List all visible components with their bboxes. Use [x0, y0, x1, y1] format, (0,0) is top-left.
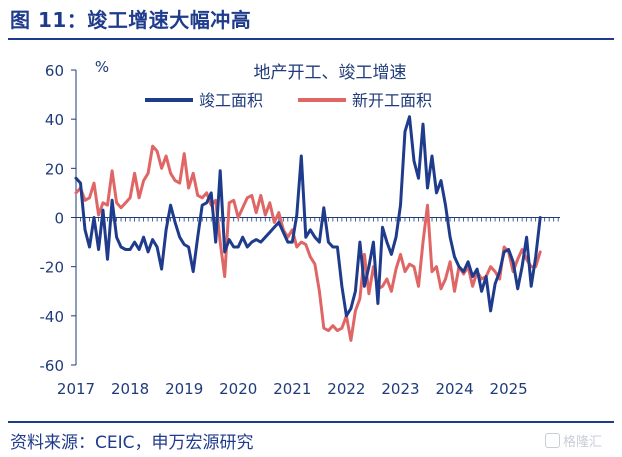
x-tick-label: 2021 — [273, 380, 311, 398]
legend-label-1: 新开工面积 — [352, 91, 432, 110]
x-tick-label: 2024 — [435, 380, 473, 398]
watermark-logo-icon — [545, 433, 560, 448]
y-tick-label: -40 — [40, 308, 65, 326]
y-tick-label: 40 — [45, 111, 64, 129]
series-line-0 — [74, 115, 542, 318]
x-tick-label: 2019 — [165, 380, 203, 398]
source-note: 资料来源：CEIC，申万宏源研究 — [10, 433, 254, 453]
y-tick-label: 60 — [45, 62, 64, 80]
series-layer — [74, 115, 542, 342]
y-axis-unit: % — [95, 58, 109, 76]
x-tick-label: 2023 — [381, 380, 419, 398]
watermark: 格隆汇 — [545, 431, 602, 450]
legend-label-0: 竣工面积 — [199, 91, 263, 110]
axes: 60 40 20 0 -20 -40 -60 2017 2018 2019 2020 2021 2022… — [40, 62, 560, 398]
y-tick-label: 0 — [54, 210, 64, 228]
watermark-text: 格隆汇 — [563, 435, 603, 450]
figure-title: 图 11：竣工增速大幅冲高 — [10, 8, 252, 32]
y-tick-label: -60 — [40, 357, 65, 375]
x-tick-label: 2018 — [111, 380, 149, 398]
x-tick-label: 2020 — [219, 380, 257, 398]
x-tick-label: 2022 — [327, 380, 365, 398]
y-tick-label: 20 — [45, 160, 64, 178]
x-tick-label: 2017 — [57, 380, 95, 398]
chart-title: 地产开工、竣工增速 — [254, 63, 407, 83]
line-chart: 地产开工、竣工增速 % 竣工面积 新开工面积 60 40 20 0 -20 -40 -60 20… — [40, 58, 560, 398]
y-tick-label: -20 — [40, 259, 65, 277]
x-tick-label: 2025 — [490, 380, 528, 398]
title-divider — [8, 38, 614, 40]
legend: 竣工面积 新开工面积 — [145, 91, 432, 110]
source-divider — [8, 421, 614, 423]
